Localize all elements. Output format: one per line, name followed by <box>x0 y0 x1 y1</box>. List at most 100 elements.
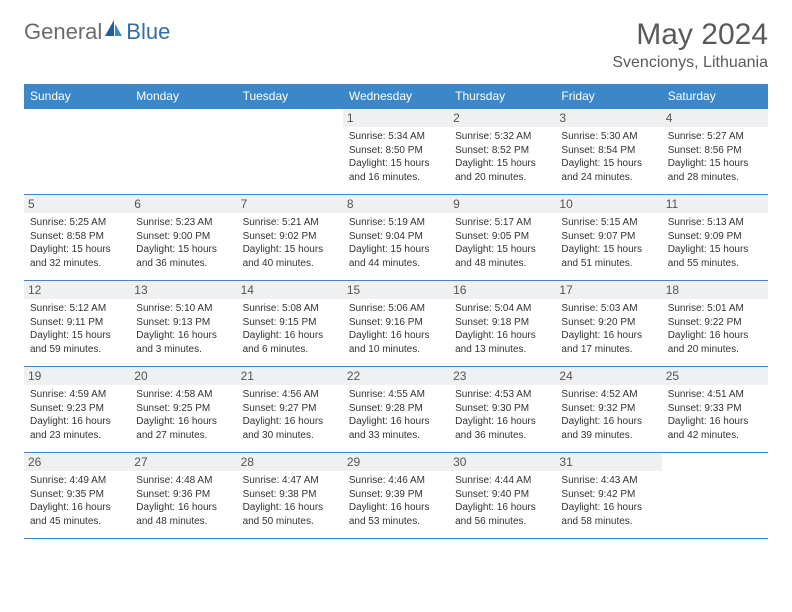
day-info: Sunrise: 5:03 AMSunset: 9:20 PMDaylight:… <box>559 302 657 356</box>
calendar-body: 1Sunrise: 5:34 AMSunset: 8:50 PMDaylight… <box>24 109 768 539</box>
sunrise-text: Sunrise: 5:04 AM <box>455 302 549 316</box>
calendar-day: 17 Sunrise: 5:03 AMSunset: 9:20 PMDayligh… <box>555 281 661 367</box>
daylight-line1: Daylight: 16 hours <box>349 501 443 515</box>
calendar-day: 3Sunrise: 5:30 AMSunset: 8:54 PMDaylight… <box>555 109 661 195</box>
calendar-day: 7Sunrise: 5:21 AMSunset: 9:02 PMDaylight… <box>237 195 343 281</box>
day-info: Sunrise: 5:13 AMSunset: 9:09 PMDaylight:… <box>666 216 764 270</box>
sunrise-text: Sunrise: 5:32 AM <box>455 130 549 144</box>
sunrise-text: Sunrise: 5:19 AM <box>349 216 443 230</box>
day-number: 9 <box>449 195 555 213</box>
sunrise-text: Sunrise: 4:56 AM <box>243 388 337 402</box>
sunrise-text: Sunrise: 5:27 AM <box>668 130 762 144</box>
sunrise-text: Sunrise: 4:44 AM <box>455 474 549 488</box>
day-info: Sunrise: 5:04 AMSunset: 9:18 PMDaylight:… <box>453 302 551 356</box>
title-block: May 2024 Svencionys, Lithuania <box>612 18 768 72</box>
daylight-line2: and 32 minutes. <box>30 257 124 271</box>
sunset-text: Sunset: 8:58 PM <box>30 230 124 244</box>
daylight-line2: and 16 minutes. <box>349 171 443 185</box>
calendar-week: 5Sunrise: 5:25 AMSunset: 8:58 PMDaylight… <box>24 195 768 281</box>
day-info: Sunrise: 4:47 AMSunset: 9:38 PMDaylight:… <box>241 474 339 528</box>
calendar-day: 14Sunrise: 5:08 AMSunset: 9:15 PMDayligh… <box>237 281 343 367</box>
header: General Blue May 2024 Svencionys, Lithua… <box>24 18 768 72</box>
sunset-text: Sunset: 8:50 PM <box>349 144 443 158</box>
sunrise-text: Sunrise: 5:25 AM <box>30 216 124 230</box>
day-info: Sunrise: 5:17 AMSunset: 9:05 PMDaylight:… <box>453 216 551 270</box>
day-info: Sunrise: 5:15 AMSunset: 9:07 PMDaylight:… <box>559 216 657 270</box>
calendar-day: 20Sunrise: 4:58 AMSunset: 9:25 PMDayligh… <box>130 367 236 453</box>
daylight-line1: Daylight: 15 hours <box>136 243 230 257</box>
day-number: 2 <box>449 109 555 127</box>
daylight-line2: and 17 minutes. <box>561 343 655 357</box>
daylight-line1: Daylight: 16 hours <box>243 415 337 429</box>
day-number: 17 <box>555 281 661 299</box>
day-number: 10 <box>555 195 661 213</box>
sunrise-text: Sunrise: 4:47 AM <box>243 474 337 488</box>
sunset-text: Sunset: 9:02 PM <box>243 230 337 244</box>
daylight-line1: Daylight: 15 hours <box>30 243 124 257</box>
weekday-header: Sunday <box>24 84 130 109</box>
day-number: 28 <box>237 453 343 471</box>
sunset-text: Sunset: 9:18 PM <box>455 316 549 330</box>
daylight-line2: and 50 minutes. <box>243 515 337 529</box>
calendar-day: 1Sunrise: 5:34 AMSunset: 8:50 PMDaylight… <box>343 109 449 195</box>
sunrise-text: Sunrise: 4:46 AM <box>349 474 443 488</box>
daylight-line1: Daylight: 16 hours <box>455 501 549 515</box>
calendar-day <box>237 109 343 195</box>
calendar-day: 5Sunrise: 5:25 AMSunset: 8:58 PMDaylight… <box>24 195 130 281</box>
daylight-line1: Daylight: 16 hours <box>349 415 443 429</box>
calendar-day: 25Sunrise: 4:51 AMSunset: 9:33 PMDayligh… <box>662 367 768 453</box>
day-number: 21 <box>237 367 343 385</box>
daylight-line2: and 24 minutes. <box>561 171 655 185</box>
daylight-line1: Daylight: 16 hours <box>561 501 655 515</box>
day-info: Sunrise: 5:21 AMSunset: 9:02 PMDaylight:… <box>241 216 339 270</box>
sunset-text: Sunset: 9:33 PM <box>668 402 762 416</box>
brand-logo: General Blue <box>24 18 170 45</box>
daylight-line2: and 33 minutes. <box>349 429 443 443</box>
sunset-text: Sunset: 9:32 PM <box>561 402 655 416</box>
day-number: 18 <box>662 281 768 299</box>
month-title: May 2024 <box>612 18 768 52</box>
weekday-header: Monday <box>130 84 236 109</box>
day-info: Sunrise: 4:53 AMSunset: 9:30 PMDaylight:… <box>453 388 551 442</box>
calendar-day: 9 Sunrise: 5:17 AMSunset: 9:05 PMDaylight… <box>449 195 555 281</box>
sunrise-text: Sunrise: 5:08 AM <box>243 302 337 316</box>
day-number: 3 <box>555 109 661 127</box>
daylight-line2: and 20 minutes. <box>455 171 549 185</box>
sunset-text: Sunset: 9:27 PM <box>243 402 337 416</box>
daylight-line2: and 36 minutes. <box>455 429 549 443</box>
sunrise-text: Sunrise: 4:49 AM <box>30 474 124 488</box>
sunset-text: Sunset: 9:30 PM <box>455 402 549 416</box>
calendar-day: 10 Sunrise: 5:15 AMSunset: 9:07 PMDayligh… <box>555 195 661 281</box>
daylight-line1: Daylight: 15 hours <box>561 243 655 257</box>
sunrise-text: Sunrise: 5:06 AM <box>349 302 443 316</box>
daylight-line2: and 20 minutes. <box>668 343 762 357</box>
weekday-header: Wednesday <box>343 84 449 109</box>
sunset-text: Sunset: 9:09 PM <box>668 230 762 244</box>
daylight-line2: and 13 minutes. <box>455 343 549 357</box>
daylight-line1: Daylight: 15 hours <box>30 329 124 343</box>
calendar-day <box>662 453 768 539</box>
day-info: Sunrise: 4:59 AMSunset: 9:23 PMDaylight:… <box>28 388 126 442</box>
day-info: Sunrise: 4:56 AMSunset: 9:27 PMDaylight:… <box>241 388 339 442</box>
sunrise-text: Sunrise: 4:55 AM <box>349 388 443 402</box>
day-info: Sunrise: 5:01 AMSunset: 9:22 PMDaylight:… <box>666 302 764 356</box>
day-info: Sunrise: 5:32 AMSunset: 8:52 PMDaylight:… <box>453 130 551 184</box>
sunset-text: Sunset: 9:00 PM <box>136 230 230 244</box>
daylight-line2: and 45 minutes. <box>30 515 124 529</box>
location-label: Svencionys, Lithuania <box>612 54 768 72</box>
sunset-text: Sunset: 9:04 PM <box>349 230 443 244</box>
brand-general: General <box>24 19 102 45</box>
daylight-line2: and 56 minutes. <box>455 515 549 529</box>
day-info: Sunrise: 4:51 AMSunset: 9:33 PMDaylight:… <box>666 388 764 442</box>
daylight-line1: Daylight: 15 hours <box>349 243 443 257</box>
daylight-line1: Daylight: 15 hours <box>455 243 549 257</box>
daylight-line1: Daylight: 16 hours <box>136 415 230 429</box>
calendar-week: 12Sunrise: 5:12 AMSunset: 9:11 PMDayligh… <box>24 281 768 367</box>
day-number: 8 <box>343 195 449 213</box>
weekday-header: Saturday <box>662 84 768 109</box>
daylight-line1: Daylight: 15 hours <box>243 243 337 257</box>
sunrise-text: Sunrise: 5:30 AM <box>561 130 655 144</box>
daylight-line2: and 39 minutes. <box>561 429 655 443</box>
day-info: Sunrise: 4:46 AMSunset: 9:39 PMDaylight:… <box>347 474 445 528</box>
calendar-page: General Blue May 2024 Svencionys, Lithua… <box>0 0 792 557</box>
